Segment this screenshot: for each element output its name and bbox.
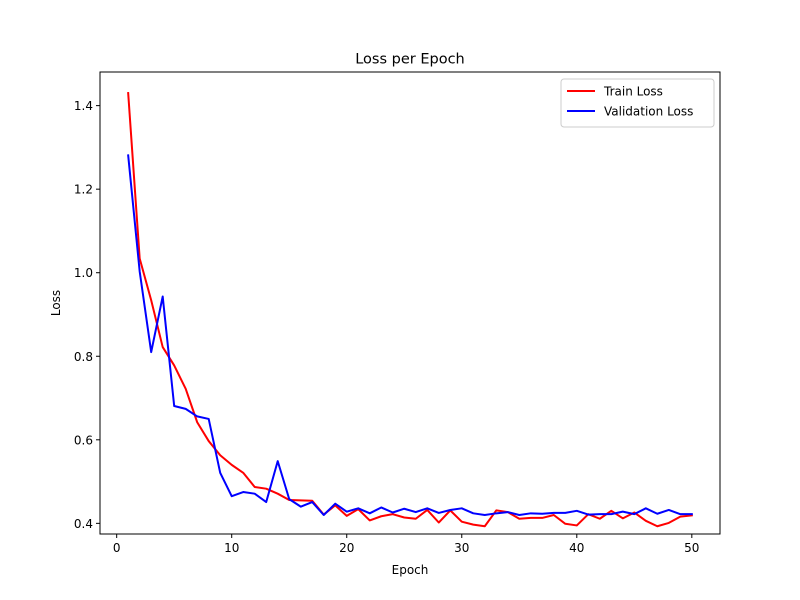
plot-area [100, 72, 720, 534]
plot-frame [99, 71, 721, 535]
x-tick-label: 0 [113, 541, 121, 555]
legend-label-train-loss: Train Loss [603, 85, 663, 99]
series-layer [127, 92, 693, 528]
chart-title: Loss per Epoch [355, 52, 465, 68]
legend-box [560, 78, 715, 128]
series-line-train-loss [127, 92, 693, 528]
y-tick-label: 0.8 [74, 350, 93, 364]
y-tick-label: 1.2 [74, 183, 93, 197]
y-tick-label: 0.4 [74, 517, 93, 531]
y-tick-label: 1.4 [74, 99, 93, 113]
x-axis-label: Epoch [392, 563, 429, 577]
x-axis: 0 10 20 30 40 50 [113, 534, 699, 555]
x-tick-label: 50 [684, 541, 699, 555]
y-axis-label: Loss [49, 290, 63, 316]
legend-label-validation-loss: Validation Loss [604, 105, 693, 119]
x-tick-label: 20 [339, 541, 354, 555]
y-tick-label: 0.6 [74, 433, 93, 447]
y-tick-label: 1.0 [74, 266, 93, 280]
series-line-validation-loss [127, 154, 693, 516]
x-tick-label: 30 [454, 541, 469, 555]
x-tick-label: 10 [224, 541, 239, 555]
legend: Train Loss Validation Loss [560, 78, 715, 128]
x-tick-label: 40 [569, 541, 584, 555]
y-axis: 0.4 0.6 0.8 1.0 1.2 1.4 [74, 99, 100, 531]
